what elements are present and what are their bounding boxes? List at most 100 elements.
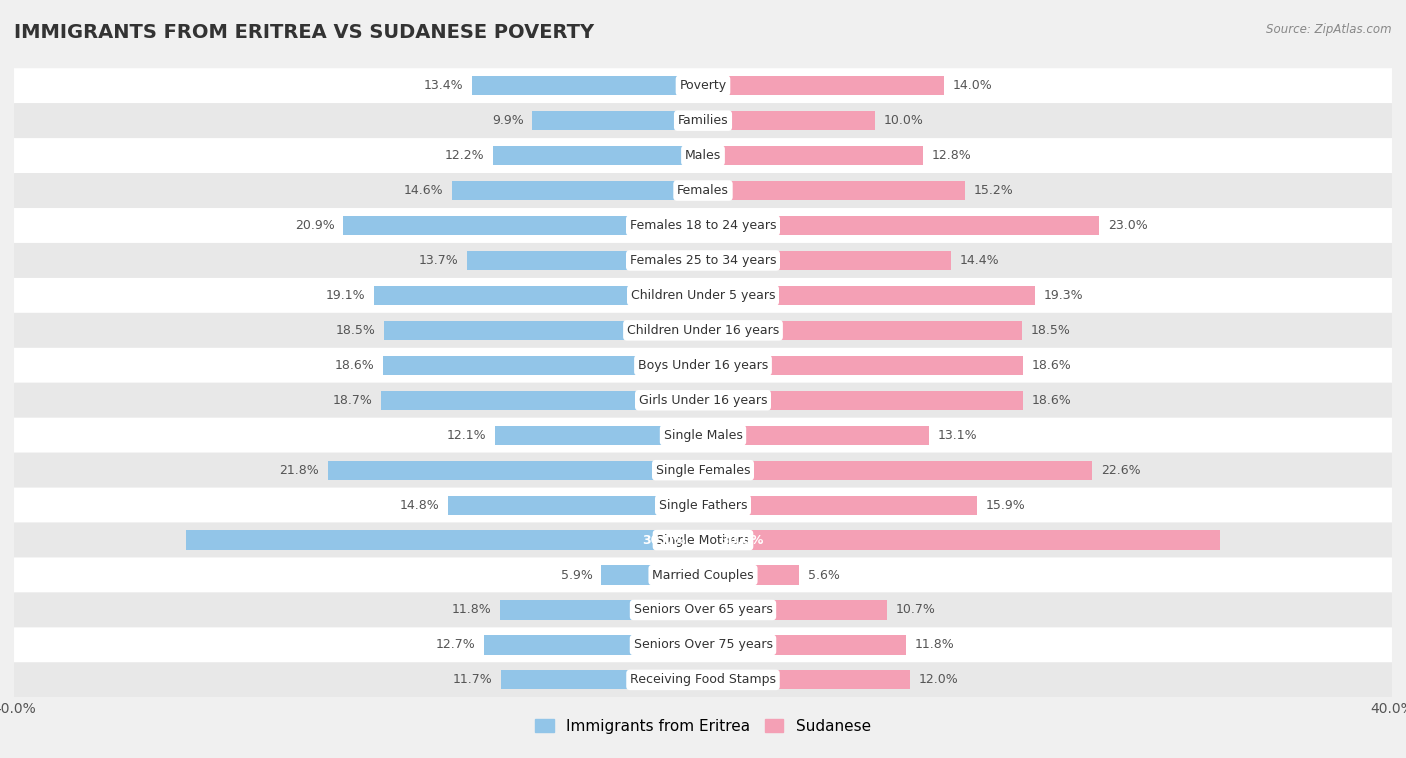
Text: 13.4%: 13.4% xyxy=(425,79,464,92)
Text: 18.7%: 18.7% xyxy=(332,393,373,407)
Text: 18.6%: 18.6% xyxy=(1032,393,1071,407)
FancyBboxPatch shape xyxy=(14,68,1392,103)
Text: 14.0%: 14.0% xyxy=(953,79,993,92)
Text: Boys Under 16 years: Boys Under 16 years xyxy=(638,359,768,372)
Text: 12.7%: 12.7% xyxy=(436,638,475,651)
Text: 12.2%: 12.2% xyxy=(444,149,484,162)
Bar xyxy=(374,286,703,305)
Bar xyxy=(602,565,703,584)
Bar xyxy=(703,76,945,96)
Text: Poverty: Poverty xyxy=(679,79,727,92)
Bar xyxy=(382,356,703,375)
Text: Females 18 to 24 years: Females 18 to 24 years xyxy=(630,219,776,232)
Text: 12.8%: 12.8% xyxy=(932,149,972,162)
FancyBboxPatch shape xyxy=(14,593,1392,628)
FancyBboxPatch shape xyxy=(14,173,1392,208)
Text: Seniors Over 65 years: Seniors Over 65 years xyxy=(634,603,772,616)
Bar xyxy=(703,181,965,200)
Bar xyxy=(472,76,703,96)
FancyBboxPatch shape xyxy=(14,453,1392,487)
Bar xyxy=(449,496,703,515)
Text: Single Fathers: Single Fathers xyxy=(659,499,747,512)
FancyBboxPatch shape xyxy=(14,208,1392,243)
Text: 14.4%: 14.4% xyxy=(960,254,1000,267)
Bar xyxy=(186,531,703,550)
Text: 22.6%: 22.6% xyxy=(1101,464,1140,477)
Bar xyxy=(703,600,887,619)
Bar xyxy=(703,635,907,655)
Legend: Immigrants from Eritrea, Sudanese: Immigrants from Eritrea, Sudanese xyxy=(529,713,877,740)
Text: 5.6%: 5.6% xyxy=(808,568,839,581)
Text: Married Couples: Married Couples xyxy=(652,568,754,581)
Text: 18.5%: 18.5% xyxy=(336,324,375,337)
Text: 11.8%: 11.8% xyxy=(915,638,955,651)
Text: 12.1%: 12.1% xyxy=(446,429,486,442)
Text: 19.1%: 19.1% xyxy=(326,289,366,302)
Text: 12.0%: 12.0% xyxy=(918,673,957,687)
Text: Receiving Food Stamps: Receiving Food Stamps xyxy=(630,673,776,687)
Bar xyxy=(703,321,1022,340)
FancyBboxPatch shape xyxy=(14,243,1392,278)
Text: Seniors Over 75 years: Seniors Over 75 years xyxy=(634,638,772,651)
Text: Males: Males xyxy=(685,149,721,162)
Bar xyxy=(381,390,703,410)
Text: 15.9%: 15.9% xyxy=(986,499,1025,512)
Text: Girls Under 16 years: Girls Under 16 years xyxy=(638,393,768,407)
Text: 10.7%: 10.7% xyxy=(896,603,936,616)
Text: 13.7%: 13.7% xyxy=(419,254,458,267)
FancyBboxPatch shape xyxy=(14,628,1392,662)
Bar xyxy=(703,216,1099,235)
Text: 5.9%: 5.9% xyxy=(561,568,593,581)
Bar xyxy=(703,390,1024,410)
Bar xyxy=(703,286,1035,305)
FancyBboxPatch shape xyxy=(14,103,1392,138)
Bar xyxy=(703,461,1092,480)
Text: 15.2%: 15.2% xyxy=(973,184,1014,197)
Bar xyxy=(703,356,1024,375)
Bar xyxy=(533,111,703,130)
Bar xyxy=(494,146,703,165)
Bar xyxy=(703,565,800,584)
Bar xyxy=(703,425,928,445)
Bar xyxy=(703,111,875,130)
Bar xyxy=(495,425,703,445)
Bar xyxy=(703,251,950,270)
Text: 14.8%: 14.8% xyxy=(399,499,440,512)
Bar xyxy=(502,670,703,690)
Text: 13.1%: 13.1% xyxy=(938,429,977,442)
Bar xyxy=(328,461,703,480)
Text: 30.0%: 30.0% xyxy=(643,534,686,547)
Bar xyxy=(451,181,703,200)
Bar xyxy=(703,146,924,165)
FancyBboxPatch shape xyxy=(14,138,1392,173)
Bar xyxy=(703,496,977,515)
FancyBboxPatch shape xyxy=(14,558,1392,593)
Text: Families: Families xyxy=(678,114,728,127)
Text: Single Females: Single Females xyxy=(655,464,751,477)
Text: Children Under 5 years: Children Under 5 years xyxy=(631,289,775,302)
Text: Single Mothers: Single Mothers xyxy=(657,534,749,547)
Text: 18.5%: 18.5% xyxy=(1031,324,1070,337)
Text: 11.8%: 11.8% xyxy=(451,603,491,616)
Text: 9.9%: 9.9% xyxy=(492,114,524,127)
Bar xyxy=(343,216,703,235)
Bar xyxy=(703,531,1219,550)
Text: 19.3%: 19.3% xyxy=(1045,289,1084,302)
FancyBboxPatch shape xyxy=(14,383,1392,418)
FancyBboxPatch shape xyxy=(14,348,1392,383)
Text: 20.9%: 20.9% xyxy=(295,219,335,232)
Text: Females: Females xyxy=(678,184,728,197)
Text: IMMIGRANTS FROM ERITREA VS SUDANESE POVERTY: IMMIGRANTS FROM ERITREA VS SUDANESE POVE… xyxy=(14,23,595,42)
Text: Single Males: Single Males xyxy=(664,429,742,442)
FancyBboxPatch shape xyxy=(14,662,1392,697)
Bar xyxy=(384,321,703,340)
Text: Children Under 16 years: Children Under 16 years xyxy=(627,324,779,337)
Text: 21.8%: 21.8% xyxy=(280,464,319,477)
Bar xyxy=(703,670,910,690)
FancyBboxPatch shape xyxy=(14,418,1392,453)
Bar xyxy=(499,600,703,619)
Text: Source: ZipAtlas.com: Source: ZipAtlas.com xyxy=(1267,23,1392,36)
Text: 30.0%: 30.0% xyxy=(720,534,763,547)
Text: Females 25 to 34 years: Females 25 to 34 years xyxy=(630,254,776,267)
Text: 23.0%: 23.0% xyxy=(1108,219,1147,232)
